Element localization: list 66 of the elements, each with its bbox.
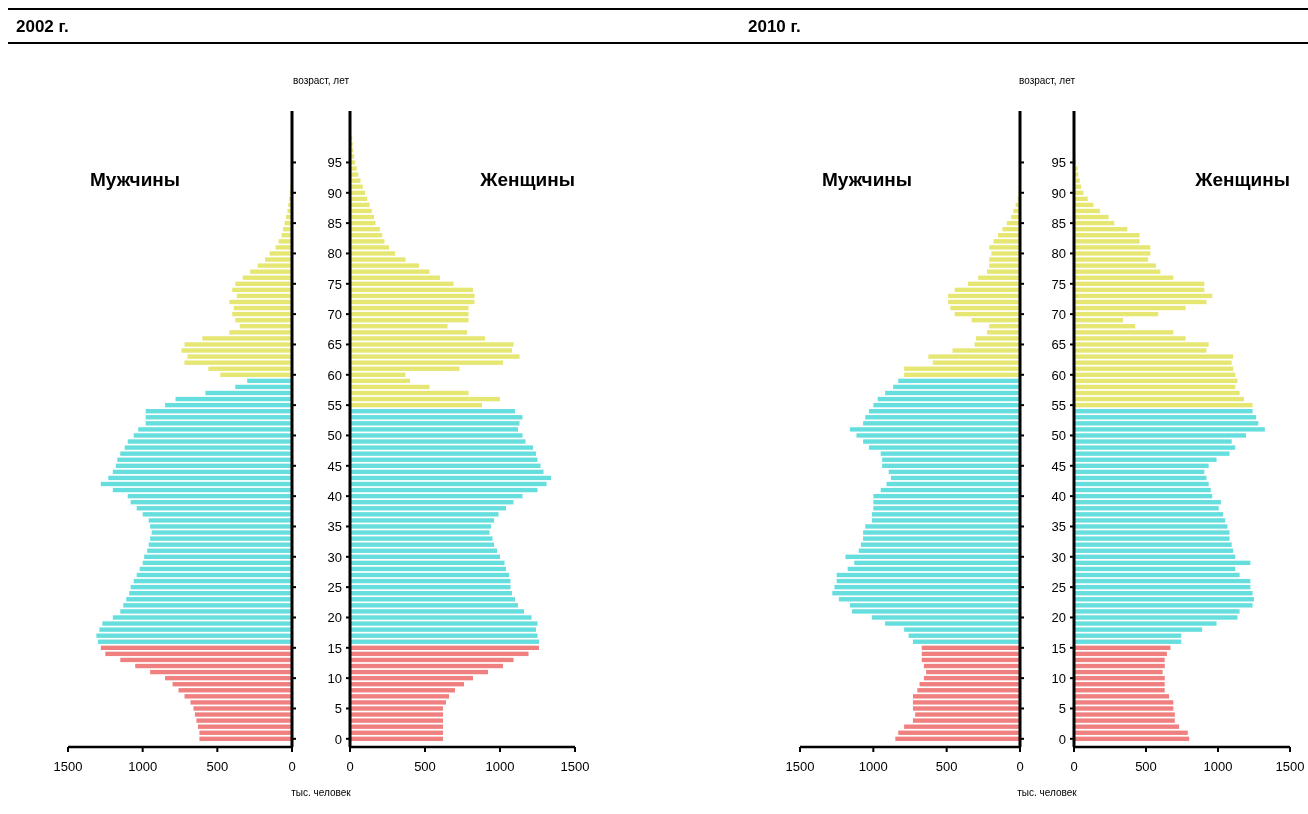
x-tick-label: 500 (935, 759, 958, 774)
y-tick-label: 30 (1051, 549, 1066, 565)
x-tick-label: 1000 (858, 759, 888, 774)
y-axis-title: возраст, лет (1018, 75, 1076, 86)
y-tick-label: 80 (327, 246, 342, 262)
y-tick-label: 40 (327, 489, 342, 505)
y-tick-label: 60 (1051, 367, 1066, 383)
y-tick-label: 10 (327, 671, 342, 687)
chart-title: 2002 г. (16, 17, 69, 36)
y-tick-label: 80 (1051, 246, 1066, 262)
y-tick-label: 25 (327, 580, 342, 596)
y-tick-label: 70 (327, 307, 342, 323)
x-tick-label: 500 (414, 759, 436, 774)
y-tick-label: 35 (1051, 519, 1066, 535)
y-tick-label: 70 (1051, 307, 1066, 323)
y-tick-label: 50 (1051, 428, 1066, 444)
chart-title: 2010 г. (748, 17, 801, 36)
y-tick-label: 90 (327, 185, 342, 201)
y-tick-label: 20 (327, 610, 342, 626)
y-tick-label: 35 (327, 519, 342, 535)
x-tick-label: 500 (1135, 759, 1157, 774)
x-tick-label: 0 (1016, 759, 1024, 774)
y-tick-label: 85 (327, 216, 342, 232)
y-tick-label: 50 (327, 428, 342, 444)
text: Женщины (1194, 169, 1290, 190)
y-tick-label: 45 (1051, 458, 1066, 474)
y-tick-label: 5 (334, 701, 342, 717)
y-tick-label: 0 (1058, 731, 1066, 747)
x-axis-title: тыс. человек (1017, 787, 1078, 798)
y-tick-label: 20 (1051, 610, 1066, 626)
y-tick-label: 10 (1051, 671, 1066, 687)
x-tick-label: 0 (346, 759, 354, 774)
x-tick-label: 1500 (53, 759, 83, 774)
x-tick-label: 1000 (485, 759, 515, 774)
y-tick-label: 25 (1051, 580, 1066, 596)
y-tick-label: 0 (334, 731, 342, 747)
x-tick-label: 1500 (1275, 759, 1305, 774)
y-tick-label: 65 (1051, 337, 1066, 353)
y-tick-label: 75 (1051, 276, 1066, 292)
y-axis-title: возраст, лет (292, 75, 350, 86)
y-tick-label: 45 (327, 458, 342, 474)
text: Мужчины (90, 169, 181, 190)
x-tick-label: 1000 (1203, 759, 1233, 774)
y-tick-label: 95 (327, 155, 342, 171)
y-tick-label: 75 (327, 276, 342, 292)
y-tick-label: 95 (1051, 155, 1066, 171)
y-tick-label: 5 (1058, 701, 1066, 717)
y-tick-label: 60 (327, 367, 342, 383)
x-axis-title: тыс. человек (291, 787, 352, 798)
y-tick-label: 55 (327, 398, 342, 414)
y-tick-label: 55 (1051, 398, 1066, 414)
x-tick-label: 1000 (128, 759, 158, 774)
y-tick-label: 15 (327, 640, 342, 656)
x-tick-label: 1500 (560, 759, 590, 774)
y-tick-label: 40 (1051, 489, 1066, 505)
y-tick-label: 85 (1051, 216, 1066, 232)
text: Женщины (479, 169, 575, 190)
x-tick-label: 0 (1070, 759, 1078, 774)
y-tick-label: 65 (327, 337, 342, 353)
text: Мужчины (822, 169, 913, 190)
y-tick-label: 90 (1051, 185, 1066, 201)
y-tick-label: 15 (1051, 640, 1066, 656)
x-tick-label: 1500 (785, 759, 815, 774)
x-tick-label: 500 (206, 759, 229, 774)
y-tick-label: 30 (327, 549, 342, 565)
x-tick-label: 0 (288, 759, 296, 774)
